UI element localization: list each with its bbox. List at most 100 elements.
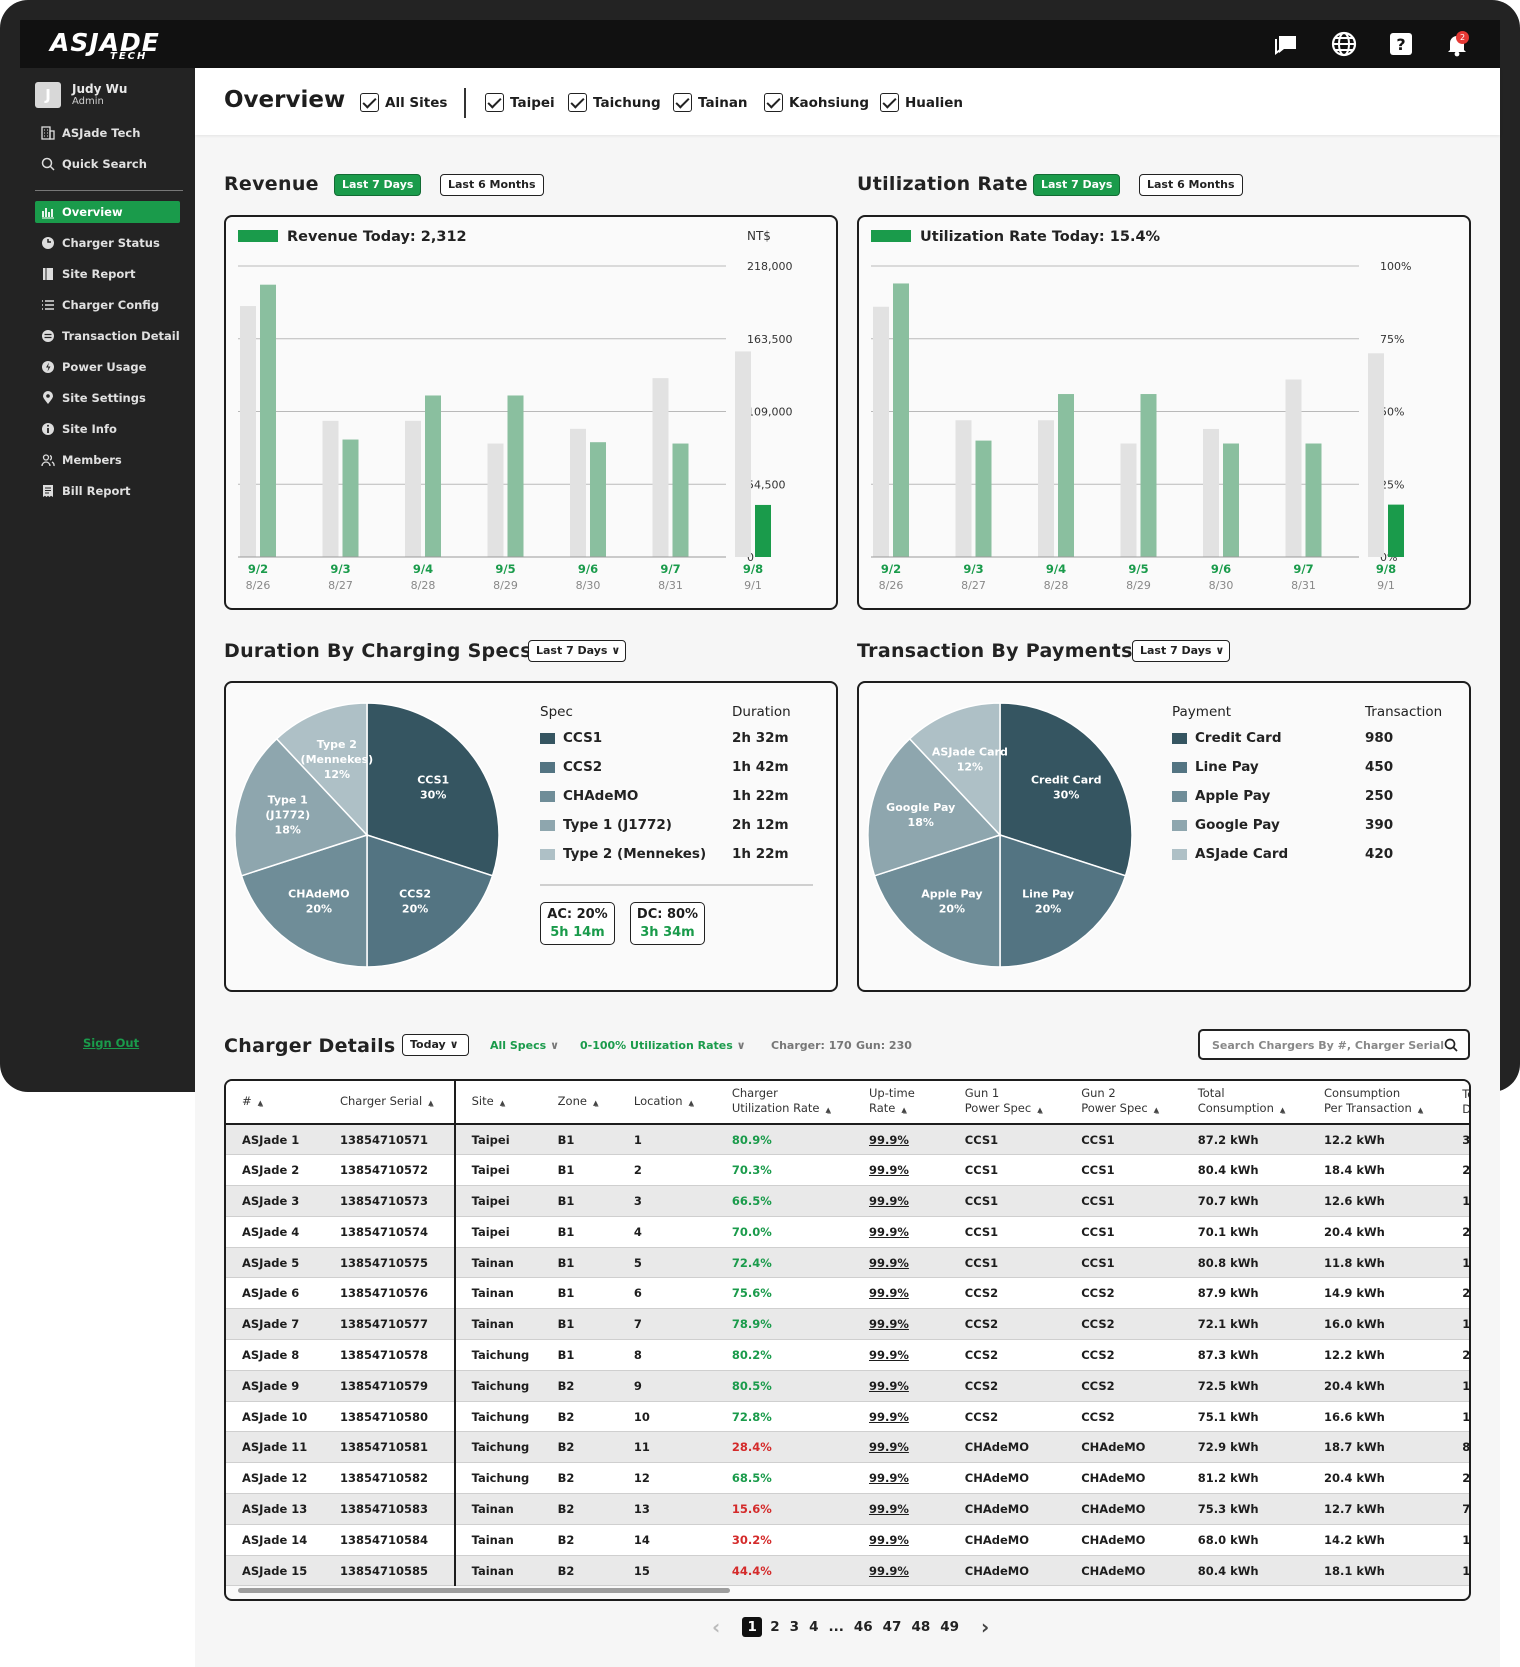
duration-range-dropdown[interactable]: Last 7 Days ∨ <box>528 640 626 662</box>
page-48[interactable]: 48 <box>911 1619 931 1635</box>
site-filter-tainan[interactable]: Tainan <box>673 93 748 112</box>
next-page-icon[interactable]: › <box>981 1615 990 1639</box>
sidebar-item-members[interactable]: Members <box>35 449 180 471</box>
table-row[interactable]: ASJade 3 13854710573 Taipei B1 3 66.5% 99.9% CC… <box>226 1185 1469 1217</box>
cell-up-time-rate[interactable]: 99.9% <box>852 1431 949 1464</box>
table-row[interactable]: ASJade 13 13854710583 Tainan B2 13 15.6% 99.9%… <box>226 1493 1469 1525</box>
sidebar-item-overview[interactable]: Overview <box>35 201 180 223</box>
column-header-charger-serial[interactable]: Charger Serial ▲̲ <box>323 1081 455 1125</box>
page-current[interactable]: 1 <box>742 1617 763 1637</box>
sort-icon[interactable]: ▲̲ <box>1153 1106 1160 1114</box>
table-row[interactable]: ASJade 15 13854710585 Tainan B2 15 44.4% 99.9%… <box>226 1555 1469 1587</box>
cell-up-time-rate[interactable]: 99.9% <box>852 1308 949 1341</box>
page-49[interactable]: 49 <box>940 1619 960 1635</box>
site-filter-kaohsiung[interactable]: Kaohsiung <box>764 93 869 112</box>
table-row[interactable]: ASJade 6 13854710576 Tainan B1 6 75.6% 99.9% CC… <box>226 1277 1469 1310</box>
globe-icon[interactable] <box>1330 30 1358 58</box>
avatar[interactable]: J <box>35 82 61 108</box>
table-row[interactable]: ASJade 2 13854710572 Taipei B1 2 70.3% 99.9% CC… <box>226 1154 1469 1187</box>
specs-filter-dropdown[interactable]: All Specs ∨ <box>490 1039 559 1052</box>
sidebar-item-power-usage[interactable]: Power Usage <box>35 356 180 378</box>
table-row[interactable]: ASJade 14 13854710584 Tainan B2 14 30.2% 99.9%… <box>226 1524 1469 1556</box>
revenue-last-7-days-button[interactable]: Last 7 Days <box>334 174 422 196</box>
sidebar-item-transaction-detail[interactable]: Transaction Detail <box>35 325 180 347</box>
table-row[interactable]: ASJade 9 13854710579 Taichung B2 9 80.5% 99.9%… <box>226 1370 1469 1402</box>
sidebar-item-site-settings[interactable]: Site Settings <box>35 387 180 409</box>
sidebar-item-site-report[interactable]: Site Report <box>35 263 180 285</box>
table-row[interactable]: ASJade 8 13854710578 Taichung B1 8 80.2% 99.9%… <box>226 1339 1469 1371</box>
table-horizontal-scrollbar[interactable] <box>238 1588 730 1593</box>
column-header-[interactable]: # ▲̲ <box>226 1081 324 1125</box>
page-47[interactable]: 47 <box>882 1619 902 1635</box>
table-row[interactable]: ASJade 10 13854710580 Taichung B2 10 72.8% 99.… <box>226 1401 1469 1433</box>
column-header-total-consumption[interactable]: Total Consumption ▲̲ <box>1181 1081 1308 1125</box>
cell-up-time-rate[interactable]: 99.9% <box>852 1216 949 1248</box>
sort-icon[interactable]: ▲̲ <box>257 1098 264 1107</box>
column-header-location[interactable]: Location ▲̲ <box>617 1081 716 1125</box>
sort-icon[interactable]: ▲̲ <box>1037 1106 1043 1114</box>
sidebar-item-site-info[interactable]: Site Info <box>35 418 180 440</box>
cell-up-time-rate[interactable]: 99.9% <box>852 1124 949 1156</box>
cell-up-time-rate[interactable]: 99.9% <box>852 1524 949 1556</box>
charger-search-input[interactable]: Search Chargers By #, Charger Serial <box>1198 1029 1470 1060</box>
help-icon[interactable]: ? <box>1387 30 1415 58</box>
cell-up-time-rate[interactable]: 99.9% <box>852 1339 949 1371</box>
cell-up-time-rate[interactable]: 99.9% <box>852 1401 949 1433</box>
utilization-last-7-days-button[interactable]: Last 7 Days <box>1033 174 1121 196</box>
revenue-last-6-months-button[interactable]: Last 6 Months <box>440 174 544 196</box>
column-header-charger-utilization-rate[interactable]: Charger Utilization Rate ▲̲ <box>715 1081 853 1125</box>
table-row[interactable]: ASJade 1 13854710571 Taipei B1 1 80.9% 99.9% CC… <box>226 1124 1469 1156</box>
table-row[interactable]: ASJade 12 13854710582 Taichung B2 12 68.5% 99.… <box>226 1462 1469 1495</box>
page-4[interactable]: 4 <box>809 1619 819 1635</box>
site-filter-taichung[interactable]: Taichung <box>568 93 661 112</box>
cell-up-time-rate[interactable]: 99.9% <box>852 1493 949 1525</box>
cell-up-time-rate[interactable]: 99.9% <box>852 1462 949 1495</box>
column-header-total-duration[interactable]: TotalDuration <box>1446 1081 1469 1125</box>
details-date-dropdown[interactable]: Today ∨ <box>402 1034 469 1056</box>
quick-search[interactable]: Quick Search <box>35 153 180 175</box>
sort-icon[interactable]: ▲̲ <box>428 1098 434 1107</box>
table-row[interactable]: ASJade 4 13854710574 Taipei B1 4 70.0% 99.9% CC… <box>226 1216 1469 1248</box>
column-header-up-time-rate[interactable]: Up-time Rate ▲̲ <box>852 1081 949 1125</box>
sidebar-item-charger-config[interactable]: Charger Config <box>35 294 180 316</box>
revenue-bar-previous <box>487 443 504 557</box>
utilization-last-6-months-button[interactable]: Last 6 Months <box>1139 174 1243 196</box>
sidebar-divider <box>35 190 183 191</box>
site-filter-taipei[interactable]: Taipei <box>485 93 555 112</box>
cell-up-time-rate[interactable]: 99.9% <box>852 1370 949 1402</box>
chat-icon[interactable] <box>1273 30 1301 58</box>
page-46[interactable]: 46 <box>853 1619 873 1635</box>
cell-up-time-rate[interactable]: 99.9% <box>852 1277 949 1310</box>
sort-icon[interactable]: ▲̲ <box>1417 1106 1424 1114</box>
company-switcher[interactable]: ASJade Tech <box>35 122 180 144</box>
table-row[interactable]: ASJade 7 13854710577 Tainan B1 7 78.9% 99.9% CC… <box>226 1308 1469 1341</box>
column-header-zone[interactable]: Zone ▲̲ <box>541 1081 618 1125</box>
sort-icon[interactable]: ▲̲ <box>825 1106 831 1114</box>
column-header-site[interactable]: Site ▲̲ <box>453 1081 542 1125</box>
cell-up-time-rate[interactable]: 99.9% <box>852 1247 949 1279</box>
site-filter-hualien[interactable]: Hualien <box>880 93 963 112</box>
column-header-gun-1-power-spec[interactable]: Gun 1 Power Spec ▲̲ <box>948 1081 1066 1125</box>
table-row[interactable]: ASJade 5 13854710575 Tainan B1 5 72.4% 99.9% CC… <box>226 1247 1469 1279</box>
sort-icon[interactable]: ▲̲ <box>1279 1106 1286 1114</box>
column-header-gun-2-power-spec[interactable]: Gun 2 Power Spec ▲̲ <box>1065 1081 1182 1125</box>
sign-out-link[interactable]: Sign Out <box>83 1036 140 1050</box>
sidebar-item-bill-report[interactable]: Bill Report <box>35 480 180 502</box>
prev-page-icon[interactable]: ‹ <box>712 1615 721 1639</box>
page-2[interactable]: 2 <box>770 1619 780 1635</box>
page-3[interactable]: 3 <box>789 1619 800 1635</box>
cell-up-time-rate[interactable]: 99.9% <box>852 1555 949 1587</box>
sort-icon[interactable]: ▲̲ <box>688 1098 694 1107</box>
sort-icon[interactable]: ▲̲ <box>499 1098 506 1107</box>
cell-up-time-rate[interactable]: 99.9% <box>852 1154 949 1187</box>
sort-icon[interactable]: ▲̲ <box>901 1106 907 1114</box>
payments-range-dropdown[interactable]: Last 7 Days ∨ <box>1132 640 1230 662</box>
sort-icon[interactable]: ▲̲ <box>592 1098 599 1107</box>
app-logo[interactable]: ASJADE <box>50 28 160 57</box>
cell-up-time-rate[interactable]: 99.9% <box>852 1185 949 1217</box>
site-filter-all[interactable]: All Sites <box>360 93 447 112</box>
utilization-filter-dropdown[interactable]: 0-100% Utilization Rates ∨ <box>580 1039 746 1052</box>
table-row[interactable]: ASJade 11 13854710581 Taichung B2 11 28.4% 99.… <box>226 1431 1469 1464</box>
sidebar-item-charger-status[interactable]: Charger Status <box>35 232 180 254</box>
column-header-consumption-per-transaction[interactable]: Consumption Per Transaction ▲̲ <box>1307 1081 1447 1125</box>
